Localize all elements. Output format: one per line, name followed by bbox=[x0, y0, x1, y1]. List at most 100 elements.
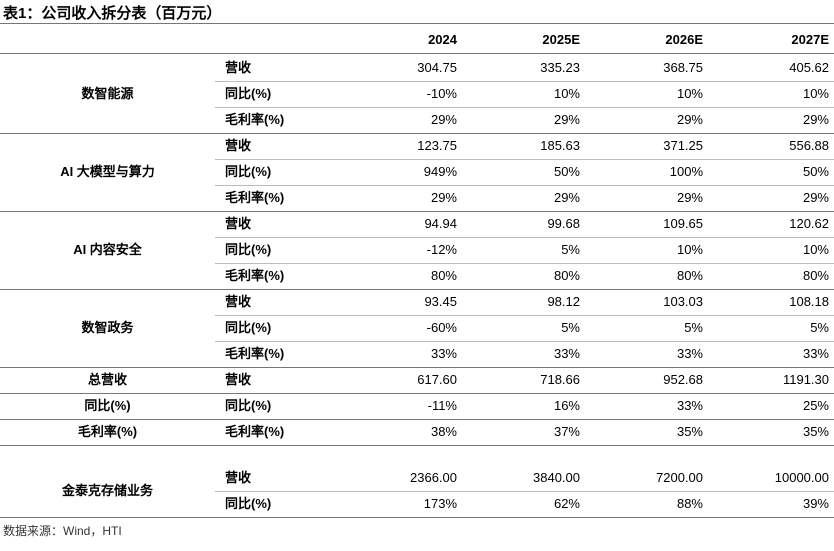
cell: 25% bbox=[802, 398, 829, 413]
cell: 10% bbox=[802, 242, 829, 257]
row-rule bbox=[215, 263, 834, 264]
cell: 7200.00 bbox=[656, 470, 703, 485]
row-label: 同比(%) bbox=[225, 242, 272, 257]
group-label: 数智政务 bbox=[81, 320, 134, 335]
cell: 371.25 bbox=[663, 138, 703, 153]
cell: 617.60 bbox=[417, 372, 457, 387]
cell: 123.75 bbox=[417, 138, 457, 153]
source-note: 数据来源：Wind，HTI bbox=[3, 524, 122, 538]
row-rule bbox=[215, 237, 834, 238]
cell: 5% bbox=[561, 320, 580, 335]
cell: 39% bbox=[802, 496, 829, 511]
cell: 368.75 bbox=[663, 60, 703, 75]
cell: 29% bbox=[802, 190, 829, 205]
row-rule bbox=[215, 159, 834, 160]
row-rule bbox=[215, 107, 834, 108]
row-rule bbox=[215, 491, 834, 492]
column-header: 2024 bbox=[428, 32, 457, 47]
row-rule bbox=[215, 341, 834, 342]
row-label: 同比(%) bbox=[225, 86, 272, 101]
row-label: 同比(%) bbox=[225, 320, 272, 335]
cell: 10% bbox=[802, 86, 829, 101]
cell: 5% bbox=[810, 320, 829, 335]
cell: 33% bbox=[430, 346, 457, 361]
row-label: 营收 bbox=[225, 470, 252, 485]
cell: 33% bbox=[676, 346, 703, 361]
rule bbox=[0, 53, 834, 54]
cell: -12% bbox=[426, 242, 457, 257]
row-label: 同比(%) bbox=[225, 164, 272, 179]
group-rule bbox=[0, 445, 834, 446]
column-header: 2027E bbox=[791, 32, 829, 47]
cell: 29% bbox=[430, 112, 457, 127]
cell: 62% bbox=[553, 496, 580, 511]
column-header: 2026E bbox=[665, 32, 703, 47]
cell: 173% bbox=[423, 496, 457, 511]
cell: 952.68 bbox=[663, 372, 703, 387]
cell: 93.45 bbox=[424, 294, 457, 309]
cell: -60% bbox=[426, 320, 457, 335]
cell: 29% bbox=[676, 190, 703, 205]
cell: 99.68 bbox=[547, 216, 580, 231]
cell: 10000.00 bbox=[774, 470, 829, 485]
cell: 29% bbox=[553, 112, 580, 127]
cell: 100% bbox=[669, 164, 703, 179]
row-label: 同比(%) bbox=[225, 496, 272, 511]
cell: 335.23 bbox=[540, 60, 580, 75]
cell: 10% bbox=[676, 86, 703, 101]
cell: 98.12 bbox=[547, 294, 580, 309]
cell: 80% bbox=[430, 268, 457, 283]
cell: 33% bbox=[676, 398, 703, 413]
cell: 16% bbox=[553, 398, 580, 413]
cell: 80% bbox=[802, 268, 829, 283]
group-label: AI 内容安全 bbox=[73, 242, 142, 257]
cell: 103.03 bbox=[663, 294, 703, 309]
cell: 80% bbox=[553, 268, 580, 283]
cell: 29% bbox=[802, 112, 829, 127]
table-title: 表1：公司收入拆分表（百万元） bbox=[3, 5, 222, 22]
cell: 109.65 bbox=[663, 216, 703, 231]
cell: 50% bbox=[802, 164, 829, 179]
row-label: 营收 bbox=[225, 372, 252, 387]
group-label: AI 大模型与算力 bbox=[60, 164, 155, 179]
row-label: 营收 bbox=[225, 138, 252, 153]
column-header: 2025E bbox=[542, 32, 580, 47]
group-label: 金泰克存储业务 bbox=[61, 483, 153, 498]
row-label: 同比(%) bbox=[225, 398, 272, 413]
cell: 29% bbox=[430, 190, 457, 205]
row-label: 营收 bbox=[225, 216, 252, 231]
cell: 35% bbox=[802, 424, 829, 439]
row-label: 毛利率(%) bbox=[225, 424, 285, 439]
cell: 2366.00 bbox=[410, 470, 457, 485]
cell: 33% bbox=[553, 346, 580, 361]
group-rule bbox=[0, 393, 834, 394]
row-label: 毛利率(%) bbox=[225, 346, 285, 361]
group-rule bbox=[0, 289, 834, 290]
cell: 949% bbox=[423, 164, 457, 179]
row-label: 毛利率(%) bbox=[225, 190, 285, 205]
cell: 5% bbox=[684, 320, 703, 335]
row-rule bbox=[215, 185, 834, 186]
cell: 29% bbox=[553, 190, 580, 205]
cell: 33% bbox=[802, 346, 829, 361]
row-rule bbox=[215, 315, 834, 316]
group-label: 总营收 bbox=[87, 372, 127, 387]
rule bbox=[0, 23, 834, 24]
cell: 304.75 bbox=[417, 60, 457, 75]
cell: 88% bbox=[676, 496, 703, 511]
cell: 1191.30 bbox=[782, 372, 829, 387]
row-label: 毛利率(%) bbox=[225, 268, 285, 283]
cell: 10% bbox=[676, 242, 703, 257]
row-label: 营收 bbox=[225, 60, 252, 75]
group-rule bbox=[0, 367, 834, 368]
group-rule bbox=[0, 133, 834, 134]
cell: 80% bbox=[676, 268, 703, 283]
row-label: 营收 bbox=[225, 294, 252, 309]
cell: 5% bbox=[561, 242, 580, 257]
cell: -11% bbox=[427, 398, 457, 413]
group-label: 毛利率(%) bbox=[77, 424, 138, 439]
cell: 3840.00 bbox=[533, 470, 580, 485]
group-label: 同比(%) bbox=[84, 398, 131, 413]
cell: 29% bbox=[676, 112, 703, 127]
